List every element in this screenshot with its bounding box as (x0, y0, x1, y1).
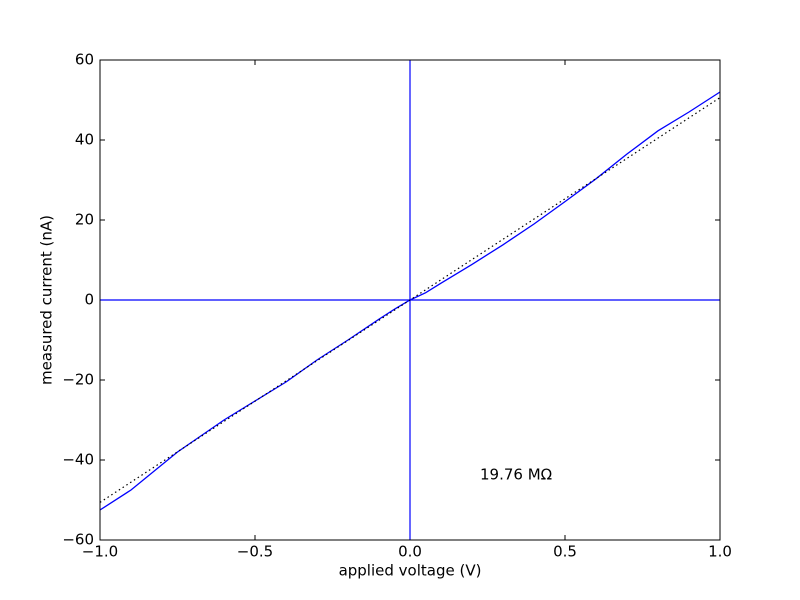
y-tick-label: 60 (75, 51, 94, 69)
y-axis-label: measured current (nA) (38, 215, 56, 385)
y-tick-label: 40 (75, 131, 94, 149)
x-tick-label: −0.5 (237, 543, 273, 561)
plot-frame (99, 59, 721, 541)
x-tick-label: 1.0 (708, 543, 732, 561)
x-tick-label: 0.0 (398, 543, 422, 561)
annotation: 19.76 MΩ (480, 466, 552, 484)
y-tick-label: −60 (62, 531, 94, 549)
x-axis-label: applied voltage (V) (339, 562, 482, 580)
series-line (99, 91, 721, 511)
y-tick-label: 20 (75, 211, 94, 229)
x-tick-label: −1.0 (82, 543, 118, 561)
y-tick-label: −40 (62, 451, 94, 469)
x-tick-label: 0.5 (553, 543, 577, 561)
y-tick-label: 0 (84, 291, 94, 309)
y-tick-label: −20 (62, 371, 94, 389)
series-line (99, 97, 721, 503)
